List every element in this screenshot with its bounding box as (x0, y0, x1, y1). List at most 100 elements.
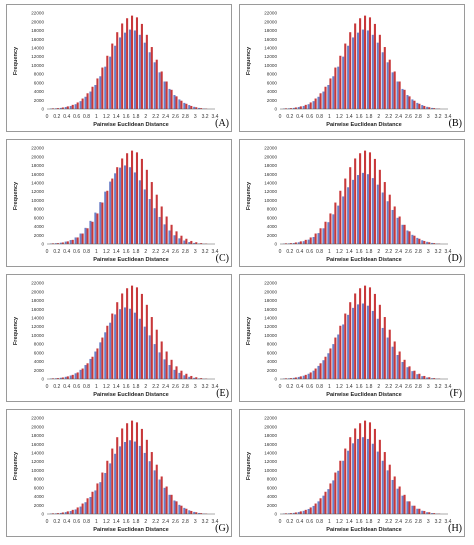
bar-blue (119, 167, 122, 244)
bar-blue (391, 209, 394, 244)
bar-blue (361, 303, 364, 379)
bar-red (111, 178, 114, 244)
bar-blue (361, 172, 364, 244)
bar-red (428, 512, 431, 514)
bar-red (344, 178, 347, 244)
bar-red (289, 243, 292, 244)
bar-red (185, 373, 188, 379)
y-tick-label: 12000 (264, 54, 277, 59)
bar-red (190, 240, 193, 244)
x-tick-label: 2.4 (395, 249, 402, 255)
x-axis-title: Pairwise Euclidean Distance (93, 122, 169, 128)
y-tick-label: 18000 (31, 163, 44, 168)
y-tick-label: 4000 (34, 359, 45, 364)
bar-blue (79, 233, 82, 244)
y-tick-label: 8000 (267, 342, 278, 347)
bar-red (185, 508, 188, 514)
x-tick-label: 0.6 (73, 114, 80, 120)
bar-blue (381, 52, 384, 109)
bar-blue (396, 217, 399, 244)
bar-red (359, 288, 362, 379)
x-tick-label: 0.8 (316, 249, 323, 255)
x-tick-label: 1.4 (346, 114, 353, 120)
bar-blue (133, 441, 136, 514)
bar-red (284, 513, 288, 514)
y-tick-label: 14000 (31, 316, 44, 321)
bar-red (383, 452, 386, 514)
bar-red (309, 372, 312, 379)
x-tick-label: 3.4 (445, 249, 452, 255)
bar-red (145, 34, 148, 109)
histogram-chart: 0 2000 4000 6000 8000 10000 12000 14000 16000 180… (246, 11, 452, 128)
bar-blue (342, 324, 345, 379)
bar-blue (426, 241, 429, 244)
x-tick-label: 1.8 (365, 519, 372, 525)
bar-red (200, 378, 203, 379)
bar-red (126, 423, 129, 514)
x-tick-label: 1.6 (123, 114, 130, 120)
bar-red (76, 102, 79, 109)
y-tick-label: 2000 (34, 368, 45, 373)
bar-red (140, 293, 143, 379)
y-axis-title: Frequency (13, 46, 19, 75)
bar-red (428, 242, 431, 244)
y-tick-label: 0 (274, 512, 277, 517)
y-tick-label: 12000 (264, 189, 277, 194)
y-tick-label: 20000 (264, 19, 277, 24)
bar-blue (109, 181, 112, 244)
bar-red (195, 107, 198, 109)
bar-blue (94, 85, 97, 109)
x-tick-label: 3.4 (212, 249, 219, 255)
bar-blue (84, 227, 87, 244)
bar-blue (158, 216, 161, 244)
x-tick-label: 1 (328, 114, 331, 120)
y-tick-label: 10000 (31, 468, 44, 473)
bar-red (368, 287, 372, 379)
bar-blue (138, 34, 141, 109)
bar-blue (148, 199, 151, 244)
bar-red (433, 378, 436, 379)
bar-blue (356, 438, 360, 514)
bar-blue (431, 513, 434, 514)
y-tick-label: 22000 (31, 416, 44, 421)
y-tick-label: 12000 (31, 324, 44, 329)
x-tick-label: 2 (377, 114, 380, 120)
bar-blue (94, 212, 97, 244)
bar-red (150, 182, 153, 244)
bar-blue (163, 359, 166, 379)
y-axis-title: Frequency (246, 316, 252, 345)
bar-red (344, 43, 347, 109)
bar-red (91, 491, 94, 514)
bar-red (61, 107, 64, 109)
x-tick-label: 1.8 (132, 114, 139, 120)
x-tick-label: 1.4 (346, 249, 353, 255)
y-tick-label: 10000 (264, 198, 277, 203)
bar-blue (158, 352, 161, 379)
bar-red (91, 221, 94, 244)
x-tick-label: 0.4 (63, 519, 70, 525)
bar-red (86, 93, 89, 109)
bar-blue (426, 377, 429, 379)
bar-blue (317, 501, 320, 514)
bar-red (155, 464, 158, 514)
x-tick-label: 0.4 (63, 249, 70, 255)
bar-blue (411, 371, 414, 379)
bar-red (140, 158, 143, 244)
bar-blue (79, 369, 82, 379)
bar-blue (193, 377, 196, 379)
x-tick-label: 2.2 (385, 249, 392, 255)
x-tick-label: 1.4 (113, 114, 120, 120)
bar-red (334, 67, 337, 109)
histogram-chart: 0 2000 4000 6000 8000 10000 12000 14000 16000 180… (13, 146, 219, 263)
bar-blue (64, 241, 67, 244)
x-axis-title: Pairwise Euclidean Distance (326, 122, 402, 128)
bar-red (101, 337, 104, 379)
bar-red (349, 437, 352, 514)
y-tick-label: 4000 (267, 224, 278, 229)
bar-red (126, 18, 129, 110)
bar-blue (421, 240, 424, 244)
bar-red (339, 460, 342, 514)
y-tick-label: 20000 (31, 19, 44, 24)
bar-red (383, 47, 386, 109)
histogram-panel-b: 0 2000 4000 6000 8000 10000 12000 14000 16000 180… (239, 4, 465, 132)
